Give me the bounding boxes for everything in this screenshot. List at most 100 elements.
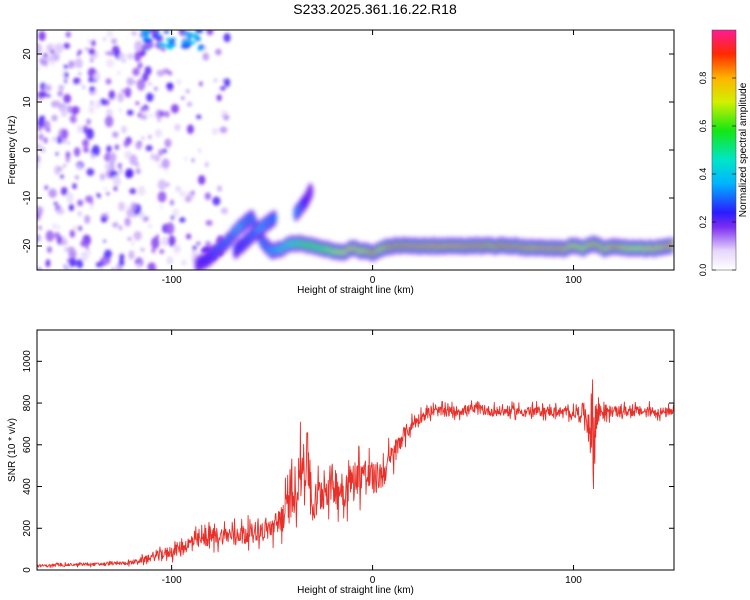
snr-x-tick-label: -100 bbox=[162, 575, 182, 586]
spectrogram-speckle-blob bbox=[85, 246, 89, 250]
spectrogram-speckle-blob bbox=[132, 67, 140, 76]
spectrogram-speckle-blob bbox=[37, 143, 42, 150]
spectrogram-speckle-blob bbox=[86, 118, 91, 125]
spectrogram-speckle-blob bbox=[125, 170, 133, 179]
spectrogram-speckle-blob bbox=[77, 163, 82, 171]
spectrogram-speckle-blob bbox=[191, 158, 195, 163]
spectrogram-speckle-blob bbox=[78, 72, 82, 76]
spectrogram-speckle-blob bbox=[64, 246, 69, 253]
spectrogram-speckle-blob bbox=[133, 230, 142, 241]
spectrogram-speckle-blob bbox=[97, 194, 101, 199]
spectrogram-speckle-blob bbox=[166, 256, 174, 265]
colorbar: 0.0 0.2 0.4 0.6 0.8 Normalized spectral ampl… bbox=[698, 29, 749, 276]
spectrogram-speckle-blob bbox=[138, 247, 142, 251]
colorbar-label: Normalized spectral amplitude bbox=[738, 82, 749, 217]
spectrogram-speckle-blob bbox=[147, 262, 155, 270]
colorbar-tick-label: 0.4 bbox=[698, 168, 708, 181]
spectrogram-speckle-blob bbox=[76, 52, 80, 57]
spectrogram-speckle-blob bbox=[173, 244, 182, 254]
spectrogram-speckle-blob bbox=[141, 72, 149, 82]
spectrogram-speckle-blob bbox=[99, 173, 105, 181]
spectrogram-speckle-blob bbox=[123, 139, 130, 148]
spectrogram-speckle-blob bbox=[215, 48, 222, 56]
spectrogram-speckle-blob bbox=[130, 202, 137, 211]
colorbar-frame bbox=[711, 29, 737, 271]
spectrogram-speckle-blob bbox=[37, 212, 41, 221]
spectrogram-speckle-blob bbox=[82, 125, 89, 131]
spectrogram-speckle-blob bbox=[175, 79, 182, 85]
snr-y-tick-label: 800 bbox=[22, 394, 33, 411]
spectrogram-speckle-blob bbox=[73, 147, 81, 157]
spectrogram-x-tick-label: 0 bbox=[370, 275, 376, 286]
spectrogram-speckle-blob bbox=[90, 79, 93, 83]
spectrogram-speckle-blob bbox=[64, 71, 69, 79]
snr-y-tick-label: 0 bbox=[22, 567, 33, 573]
spectrogram-speckle-blob bbox=[51, 114, 58, 122]
spectrogram-x-axis-label: Height of straight line (km) bbox=[297, 285, 414, 296]
spectrogram-speckle-blob bbox=[217, 185, 222, 192]
spectrogram-speckle-blob bbox=[158, 164, 162, 168]
spectrogram-ridge bbox=[194, 183, 674, 270]
snr-series-line bbox=[37, 379, 674, 568]
spectrogram-speckle-blob bbox=[198, 148, 201, 153]
spectrogram-speckle-blob bbox=[118, 52, 127, 63]
spectrogram-speckle-blob bbox=[46, 246, 53, 254]
spectrogram-speckle-blob bbox=[136, 78, 146, 91]
spectrogram-speckle-blob bbox=[60, 239, 68, 246]
spectrogram-speckle-blob bbox=[66, 192, 74, 204]
spectrogram-speckle-blob bbox=[37, 65, 42, 71]
spectrogram-speckle-blob bbox=[105, 108, 113, 118]
spectrogram-speckle-blob bbox=[37, 126, 42, 132]
spectrogram-speckle-blob bbox=[57, 90, 64, 97]
spectrogram-speckle-blob bbox=[68, 257, 77, 268]
spectrogram-speckle-blob bbox=[126, 205, 132, 210]
spectrogram-speckle-blob bbox=[113, 177, 122, 187]
spectrogram-speckle-blob bbox=[127, 237, 132, 241]
spectrogram-y-tick-label: 0 bbox=[22, 147, 33, 153]
chart-title: S233.2025.361.16.22.R18 bbox=[293, 1, 457, 17]
spectrogram-upper-streak bbox=[143, 38, 153, 44]
spectrogram-upper-streak bbox=[155, 37, 162, 41]
spectrogram-speckle-blob bbox=[43, 84, 52, 92]
spectrogram-speckle-blob bbox=[58, 84, 65, 91]
spectrogram-speckle-blob bbox=[77, 125, 83, 133]
spectrogram-speckle-blob bbox=[185, 89, 190, 94]
spectrogram-speckle-blob bbox=[63, 64, 69, 69]
spectrogram-plot-area bbox=[37, 30, 674, 270]
spectrogram-speckle-blob bbox=[165, 222, 175, 235]
spectrogram-speckle-blob bbox=[56, 207, 65, 215]
spectrogram-speckle-blob bbox=[118, 168, 123, 174]
spectrogram-speckle-blob bbox=[65, 151, 71, 159]
spectrogram-speckle-blob bbox=[160, 236, 170, 247]
spectrogram-speckle-blob bbox=[159, 249, 165, 254]
spectrogram-speckle-blob bbox=[104, 249, 113, 259]
spectrogram-speckle-blob bbox=[78, 82, 84, 87]
spectrogram-speckle-blob bbox=[65, 157, 70, 163]
spectrogram-speckle-blob bbox=[172, 208, 180, 218]
snr-y-axis-label: SNR (10 * v/v) bbox=[7, 418, 18, 482]
colorbar-ticks: 0.0 0.2 0.4 0.6 0.8 bbox=[698, 72, 736, 276]
spectrogram-speckle-blob bbox=[86, 168, 95, 177]
spectrogram-speckle-blob bbox=[142, 216, 147, 223]
spectrogram-speckle-blob bbox=[166, 140, 172, 146]
spectrogram-speckle-blob bbox=[47, 93, 51, 98]
spectrogram-speckle-blob bbox=[37, 164, 40, 169]
spectrogram-speckle-blob bbox=[147, 81, 152, 86]
spectrogram-speckle-blob bbox=[184, 156, 188, 161]
spectrogram-speckle-blob bbox=[91, 39, 96, 47]
spectrogram-speckle-blob bbox=[46, 43, 54, 53]
spectrogram-speckle-blob bbox=[73, 225, 79, 231]
spectrogram-speckle-blob bbox=[146, 92, 154, 102]
spectrogram-speckle-blob bbox=[84, 214, 91, 224]
spectrogram-upper-streak bbox=[158, 42, 166, 47]
spectrogram-speckle-blob bbox=[135, 260, 138, 264]
spectrogram-speckle-blob bbox=[129, 154, 138, 166]
spectrogram-speckle-blob bbox=[111, 38, 118, 45]
spectrogram-speckle-blob bbox=[135, 263, 141, 270]
spectrogram-upper-streak bbox=[187, 36, 192, 41]
spectrogram-speckle-blob bbox=[51, 136, 58, 143]
spectrogram-speckle-blob bbox=[126, 77, 134, 86]
